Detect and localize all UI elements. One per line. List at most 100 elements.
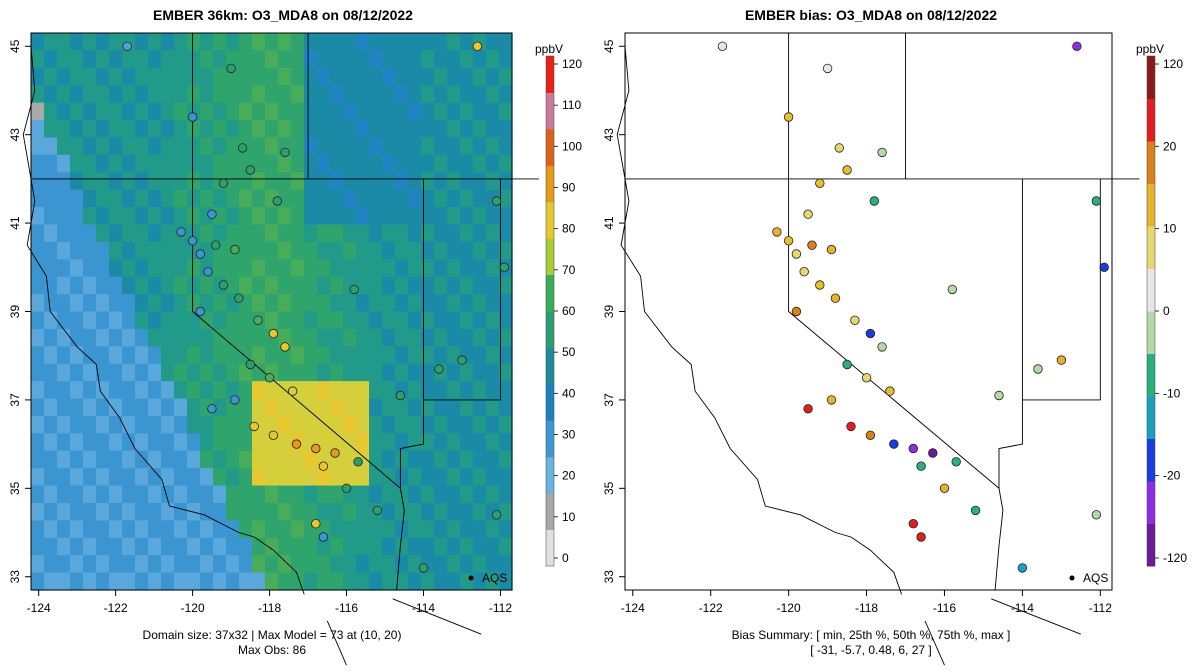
grid-cell	[122, 450, 136, 469]
grid-cell	[31, 102, 45, 121]
grid-cell	[486, 137, 500, 156]
bias-point	[947, 284, 958, 295]
bias-point	[815, 280, 825, 290]
grid-cell	[187, 207, 201, 226]
left-colorbar-segment	[546, 128, 554, 166]
left-state-border	[399, 178, 424, 489]
grid-cell	[408, 520, 422, 539]
grid-cell	[304, 276, 318, 295]
grid-cell	[473, 224, 487, 243]
grid-cell	[31, 468, 45, 487]
grid-cell	[356, 381, 370, 400]
right-x-tick-label: -122	[699, 601, 723, 615]
right-colorbar-segment	[1147, 523, 1155, 567]
observation-point	[264, 373, 275, 383]
grid-cell	[486, 572, 500, 591]
grid-cell	[148, 398, 162, 417]
grid-cell	[122, 520, 136, 539]
left-colorbar-segment	[546, 456, 554, 494]
grid-cell	[473, 328, 487, 347]
grid-cell	[382, 207, 396, 226]
grid-cell	[174, 33, 188, 52]
grid-cell	[395, 137, 409, 156]
grid-cell	[343, 224, 357, 243]
grid-cell	[408, 154, 422, 173]
grid-cell	[187, 259, 201, 278]
grid-cell	[421, 485, 435, 504]
grid-cell	[83, 85, 97, 104]
grid-cell	[226, 346, 240, 365]
grid-cell	[122, 241, 136, 260]
grid-cell	[473, 555, 487, 574]
grid-cell	[174, 450, 188, 469]
grid-cell	[421, 67, 435, 86]
grid-cell	[135, 189, 149, 208]
right-y-tick-label: 39	[602, 305, 616, 319]
grid-cell	[356, 50, 370, 69]
grid-cell	[44, 502, 58, 521]
grid-cell	[57, 294, 71, 313]
grid-cell	[278, 502, 292, 521]
grid-cell	[278, 154, 292, 173]
left-colorbar-segment	[546, 420, 554, 458]
grid-cell	[499, 276, 513, 295]
grid-cell	[304, 363, 318, 382]
grid-cell	[252, 189, 266, 208]
left-colorbar-segment	[546, 311, 554, 348]
grid-cell	[278, 33, 292, 52]
left-colorbar-segment	[546, 383, 554, 421]
grid-cell	[330, 468, 344, 487]
grid-cell	[213, 328, 227, 347]
grid-cell	[213, 85, 227, 104]
grid-cell	[31, 172, 45, 191]
grid-cell	[343, 363, 357, 382]
grid-cell	[44, 450, 58, 469]
grid-cell	[70, 520, 84, 539]
grid-cell	[83, 328, 97, 347]
left-state-boundaries	[22, 33, 539, 666]
bias-point	[830, 293, 841, 303]
grid-cell	[96, 33, 110, 52]
grid-cell	[330, 33, 344, 52]
grid-cell	[330, 189, 344, 208]
grid-cell	[499, 50, 513, 69]
grid-cell	[460, 311, 474, 330]
grid-cell	[44, 485, 58, 504]
grid-cell	[291, 450, 305, 469]
grid-cell	[200, 502, 214, 521]
grid-cell	[83, 154, 97, 173]
grid-cell	[447, 241, 461, 260]
grid-cell	[473, 346, 487, 365]
observation-point	[122, 41, 132, 52]
grid-cell	[135, 572, 149, 591]
grid-cell	[278, 207, 292, 226]
grid-cell	[265, 120, 279, 139]
grid-cell	[291, 50, 305, 69]
grid-cell	[252, 241, 266, 260]
grid-cell	[226, 102, 240, 121]
grid-cell	[395, 555, 409, 574]
grid-cell	[96, 137, 110, 156]
grid-cell	[83, 294, 97, 313]
grid-cell	[486, 67, 500, 86]
grid-cell	[135, 67, 149, 86]
grid-cell	[330, 502, 344, 521]
grid-cell	[252, 120, 266, 139]
grid-cell	[421, 189, 435, 208]
grid-cell	[96, 102, 110, 121]
grid-cell	[109, 555, 123, 574]
grid-cell	[460, 224, 474, 243]
right-colorbar-tick-label: 10	[1163, 222, 1177, 236]
grid-cell	[83, 50, 97, 69]
grid-cell	[148, 241, 162, 260]
ozone-colorbar	[545, 55, 555, 567]
grid-cell	[317, 102, 331, 121]
grid-cell	[473, 50, 487, 69]
grid-cell	[83, 33, 97, 52]
grid-cell	[408, 67, 422, 86]
grid-cell	[70, 85, 84, 104]
left-colorbar-segment	[546, 92, 554, 130]
grid-cell	[83, 363, 97, 382]
grid-cell	[473, 207, 487, 226]
grid-cell	[486, 120, 500, 139]
